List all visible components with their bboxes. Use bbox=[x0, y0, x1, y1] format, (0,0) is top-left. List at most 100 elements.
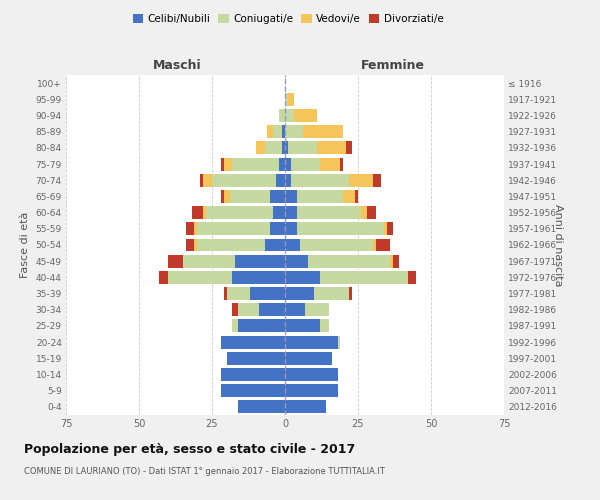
Bar bbox=[288, 142, 317, 154]
Bar bbox=[291, 174, 349, 186]
Bar bbox=[268, 125, 274, 138]
Bar bbox=[338, 336, 340, 348]
Bar bbox=[285, 93, 288, 106]
Bar bbox=[291, 158, 320, 170]
Bar bbox=[221, 384, 285, 397]
Bar bbox=[274, 206, 285, 219]
Bar bbox=[221, 336, 285, 348]
Bar bbox=[285, 254, 308, 268]
Bar bbox=[285, 287, 314, 300]
Bar bbox=[238, 400, 285, 413]
Bar bbox=[168, 254, 183, 268]
Y-axis label: Anni di nascita: Anni di nascita bbox=[553, 204, 563, 286]
Y-axis label: Fasce di età: Fasce di età bbox=[20, 212, 30, 278]
Bar bbox=[232, 320, 238, 332]
Bar bbox=[285, 368, 338, 381]
Bar bbox=[384, 222, 387, 235]
Text: COMUNE DI LAURIANO (TO) - Dati ISTAT 1° gennaio 2017 - Elaborazione TUTTITALIA.I: COMUNE DI LAURIANO (TO) - Dati ISTAT 1° … bbox=[24, 468, 385, 476]
Bar bbox=[361, 206, 367, 219]
Bar bbox=[285, 304, 305, 316]
Bar bbox=[285, 142, 288, 154]
Bar bbox=[355, 190, 358, 203]
Bar bbox=[285, 158, 291, 170]
Bar bbox=[279, 109, 285, 122]
Bar bbox=[393, 254, 399, 268]
Text: Popolazione per età, sesso e stato civile - 2017: Popolazione per età, sesso e stato civil… bbox=[24, 442, 355, 456]
Bar bbox=[232, 271, 285, 284]
Bar bbox=[203, 174, 212, 186]
Bar bbox=[256, 142, 265, 154]
Bar bbox=[349, 287, 352, 300]
Bar bbox=[197, 222, 271, 235]
Bar bbox=[168, 271, 232, 284]
Bar bbox=[288, 93, 294, 106]
Bar bbox=[221, 190, 224, 203]
Bar bbox=[387, 222, 393, 235]
Bar bbox=[227, 287, 250, 300]
Bar bbox=[285, 352, 332, 365]
Bar bbox=[232, 158, 279, 170]
Bar bbox=[197, 238, 265, 252]
Bar bbox=[224, 190, 230, 203]
Bar bbox=[259, 304, 285, 316]
Bar bbox=[250, 287, 285, 300]
Bar bbox=[285, 384, 338, 397]
Bar bbox=[212, 174, 276, 186]
Bar bbox=[376, 238, 390, 252]
Bar bbox=[265, 238, 285, 252]
Bar bbox=[191, 206, 203, 219]
Bar bbox=[186, 238, 194, 252]
Bar bbox=[276, 174, 285, 186]
Bar bbox=[305, 304, 329, 316]
Bar bbox=[271, 190, 285, 203]
Bar bbox=[302, 125, 343, 138]
Bar bbox=[340, 158, 343, 170]
Bar bbox=[373, 174, 382, 186]
Bar bbox=[294, 109, 317, 122]
Bar bbox=[279, 158, 285, 170]
Bar bbox=[285, 109, 294, 122]
Bar bbox=[390, 254, 393, 268]
Bar bbox=[285, 320, 320, 332]
Bar bbox=[285, 174, 291, 186]
Bar bbox=[224, 287, 227, 300]
Bar bbox=[308, 254, 390, 268]
Bar bbox=[349, 174, 373, 186]
Bar bbox=[160, 271, 168, 284]
Bar bbox=[206, 206, 274, 219]
Bar bbox=[407, 271, 416, 284]
Bar bbox=[296, 222, 384, 235]
Bar bbox=[285, 125, 302, 138]
Bar bbox=[227, 352, 285, 365]
Bar bbox=[282, 142, 285, 154]
Bar bbox=[224, 158, 232, 170]
Bar bbox=[274, 125, 282, 138]
Bar bbox=[320, 320, 329, 332]
Bar bbox=[285, 190, 296, 203]
Bar bbox=[343, 190, 355, 203]
Bar bbox=[265, 142, 282, 154]
Bar bbox=[367, 206, 376, 219]
Bar bbox=[314, 287, 349, 300]
Text: Maschi: Maschi bbox=[152, 59, 201, 72]
Bar bbox=[203, 206, 206, 219]
Bar bbox=[221, 368, 285, 381]
Bar bbox=[221, 158, 224, 170]
Bar bbox=[346, 142, 352, 154]
Bar bbox=[183, 254, 235, 268]
Bar bbox=[271, 222, 285, 235]
Bar bbox=[186, 222, 194, 235]
Bar bbox=[320, 158, 340, 170]
Bar bbox=[238, 304, 259, 316]
Text: Femmine: Femmine bbox=[361, 59, 425, 72]
Bar bbox=[296, 206, 361, 219]
Bar bbox=[285, 222, 296, 235]
Bar bbox=[200, 174, 203, 186]
Bar bbox=[285, 271, 320, 284]
Bar bbox=[230, 190, 271, 203]
Bar bbox=[194, 238, 197, 252]
Bar bbox=[285, 336, 338, 348]
Bar bbox=[373, 238, 376, 252]
Bar bbox=[285, 238, 299, 252]
Legend: Celibi/Nubili, Coniugati/e, Vedovi/e, Divorziati/e: Celibi/Nubili, Coniugati/e, Vedovi/e, Di… bbox=[128, 10, 448, 29]
